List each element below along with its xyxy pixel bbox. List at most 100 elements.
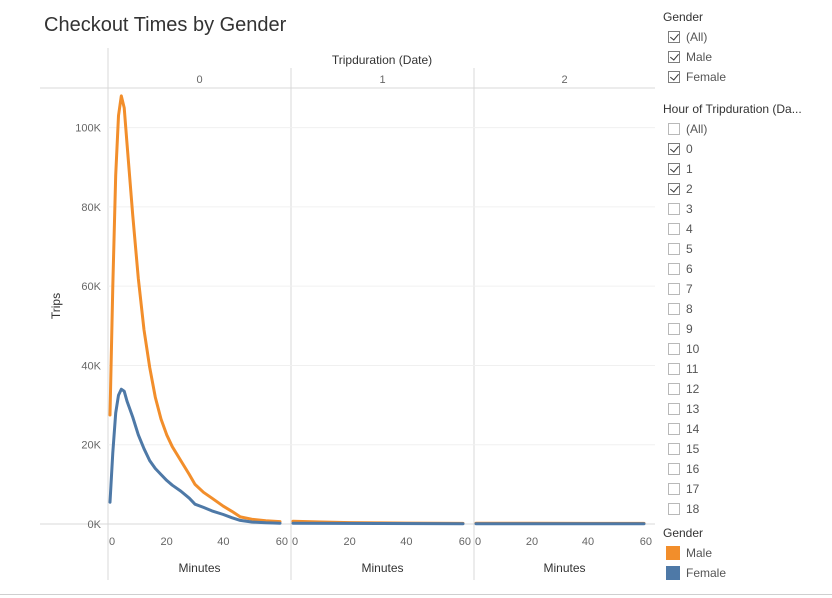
hour-filter-item-label: 6 — [686, 262, 693, 276]
gender-filter: Gender (All) Male Female — [663, 7, 832, 87]
checkbox-checked-icon[interactable] — [668, 71, 680, 83]
hour-filter-item[interactable]: 17 — [663, 479, 832, 499]
checkbox-checked-icon[interactable] — [668, 183, 680, 195]
grid-layer — [108, 127, 655, 446]
hour-filter-item-label: 15 — [686, 442, 700, 456]
hour-filter-item[interactable]: 10 — [663, 339, 832, 359]
x-tick-label: 20 — [344, 536, 356, 548]
chart-title: Checkout Times by Gender — [44, 14, 287, 36]
checkbox-unchecked-icon[interactable] — [668, 423, 680, 435]
gender-filter-item[interactable]: (All) — [663, 27, 832, 47]
hour-filter: Hour of Tripduration (Da... (All) 0 1 2 3 4 5 6… — [663, 99, 832, 519]
hour-filter-item[interactable]: 18 — [663, 499, 832, 519]
x-tick-label: 0 — [475, 536, 481, 548]
checkbox-unchecked-icon[interactable] — [668, 363, 680, 375]
gender-filter-list: (All) Male Female — [663, 27, 832, 87]
gender-filter-item[interactable]: Female — [663, 67, 832, 87]
legend-label: Female — [686, 566, 727, 580]
x-tick-label: 0 — [292, 536, 298, 548]
hour-filter-item-label: 11 — [686, 362, 699, 376]
hour-filter-item[interactable]: (All) — [663, 119, 832, 139]
hour-filter-item[interactable]: 2 — [663, 179, 832, 199]
legend-title: Gender — [663, 526, 704, 540]
hour-filter-title: Hour of Tripduration (Da... — [663, 102, 802, 116]
hour-filter-item-label: 18 — [686, 502, 700, 516]
x-tick-label: 40 — [400, 536, 412, 548]
checkbox-checked-icon[interactable] — [668, 163, 680, 175]
hour-filter-item-label: 10 — [686, 342, 700, 356]
hour-filter-item[interactable]: 8 — [663, 299, 832, 319]
hour-filter-item-label: (All) — [686, 122, 708, 136]
checkbox-unchecked-icon[interactable] — [668, 263, 680, 275]
series-line-male — [108, 94, 282, 524]
checkbox-checked-icon[interactable] — [668, 51, 680, 63]
hour-filter-item[interactable]: 13 — [663, 399, 832, 419]
hour-filter-item[interactable]: 1 — [663, 159, 832, 179]
y-tick-label: 0K — [88, 519, 102, 531]
hour-filter-item-label: 12 — [686, 382, 700, 396]
checkbox-unchecked-icon[interactable] — [668, 303, 680, 315]
y-tick-label: 60K — [81, 281, 101, 293]
checkbox-checked-icon[interactable] — [668, 143, 680, 155]
hour-filter-item[interactable]: 14 — [663, 419, 832, 439]
hour-filter-item-label: 5 — [686, 242, 693, 256]
checkbox-unchecked-icon[interactable] — [668, 463, 680, 475]
x-axis-label: Minutes — [543, 561, 585, 575]
gender-filter-item[interactable]: Male — [663, 47, 832, 67]
checkbox-unchecked-icon[interactable] — [668, 443, 680, 455]
hour-filter-item[interactable]: 3 — [663, 199, 832, 219]
series-line-female — [108, 387, 282, 525]
checkbox-unchecked-icon[interactable] — [668, 323, 680, 335]
hour-filter-item[interactable]: 15 — [663, 439, 832, 459]
checkbox-unchecked-icon[interactable] — [668, 483, 680, 495]
hour-filter-item[interactable]: 16 — [663, 459, 832, 479]
gender-filter-item-label: Male — [686, 50, 713, 64]
pane-header-label: 1 — [379, 74, 385, 86]
column-header: Tripduration (Date) — [332, 53, 432, 67]
gender-filter-title: Gender — [663, 10, 704, 24]
hour-filter-item-label: 7 — [686, 282, 693, 296]
checkbox-unchecked-icon[interactable] — [668, 123, 680, 135]
legend-item: Female — [663, 563, 832, 583]
hour-filter-item[interactable]: 6 — [663, 259, 832, 279]
gender-filter-item-label: Female — [686, 70, 727, 84]
checkbox-unchecked-icon[interactable] — [668, 223, 680, 235]
checkbox-checked-icon[interactable] — [668, 31, 680, 43]
legend-label: Male — [686, 546, 713, 560]
color-legend: Gender Male Female — [663, 523, 832, 583]
hour-filter-item[interactable]: 5 — [663, 239, 832, 259]
hour-filter-item[interactable]: 0 — [663, 139, 832, 159]
x-tick-label: 40 — [217, 536, 229, 548]
x-axis-label: Minutes — [178, 561, 220, 575]
hour-filter-item-label: 17 — [686, 482, 700, 496]
checkbox-unchecked-icon[interactable] — [668, 383, 680, 395]
hour-filter-item[interactable]: 7 — [663, 279, 832, 299]
x-tick-label: 20 — [526, 536, 538, 548]
labels-layer: 0K 20K 40K 60K 80K 100K Tripduration (Date) 0 0 2… — [49, 53, 652, 575]
x-tick-label: 60 — [276, 536, 288, 548]
y-tick-label: 40K — [81, 360, 101, 372]
hour-filter-item-label: 14 — [686, 422, 700, 436]
hour-filter-item-label: 2 — [686, 182, 693, 196]
hour-filter-item-label: 3 — [686, 202, 693, 216]
checkbox-unchecked-icon[interactable] — [668, 203, 680, 215]
line-chart: 0K 20K 40K 60K 80K 100K Tripduration (Date) 0 0 2… — [40, 48, 655, 580]
hour-filter-item[interactable]: 11 — [663, 359, 832, 379]
checkbox-unchecked-icon[interactable] — [668, 243, 680, 255]
hour-filter-item-label: 0 — [686, 142, 693, 156]
hour-filter-list: (All) 0 1 2 3 4 5 6 7 8 9 10 11 12 13 14 15 16 17 18 — [663, 119, 832, 519]
hour-filter-item[interactable]: 12 — [663, 379, 832, 399]
hour-filter-item-label: 1 — [686, 162, 693, 176]
pane-header-label: 2 — [561, 74, 567, 86]
x-tick-label: 0 — [109, 536, 115, 548]
hour-filter-item[interactable]: 9 — [663, 319, 832, 339]
hour-filter-item[interactable]: 4 — [663, 219, 832, 239]
checkbox-unchecked-icon[interactable] — [668, 343, 680, 355]
checkbox-unchecked-icon[interactable] — [668, 503, 680, 515]
checkbox-unchecked-icon[interactable] — [668, 403, 680, 415]
y-tick-label: 100K — [75, 123, 101, 135]
checkbox-unchecked-icon[interactable] — [668, 283, 680, 295]
gender-filter-item-label: (All) — [686, 30, 708, 44]
hour-filter-item-label: 16 — [686, 462, 700, 476]
series-layer — [108, 94, 646, 526]
